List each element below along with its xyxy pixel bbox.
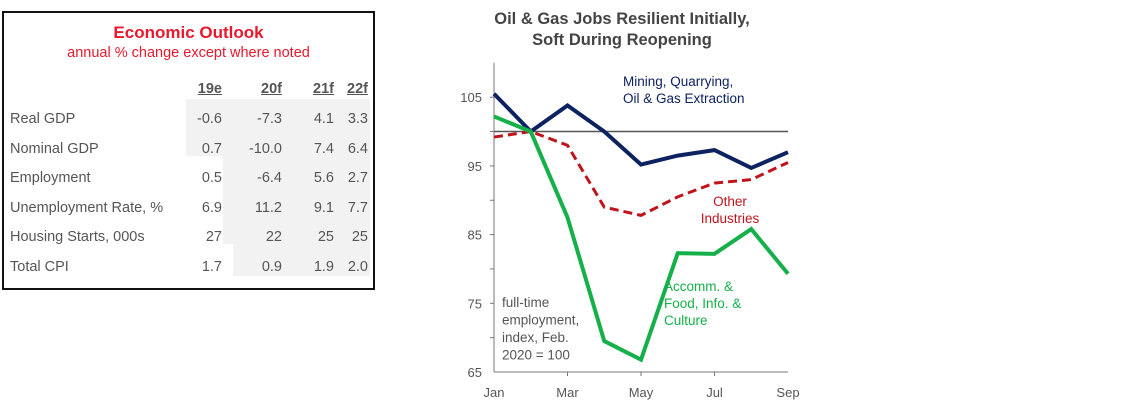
y-tick-label: 105	[460, 90, 482, 105]
column-header: 21f	[313, 81, 334, 97]
series-label: Other	[713, 194, 747, 209]
table-cell: 6.4	[347, 140, 368, 157]
table-cell: 7.4	[313, 140, 334, 157]
x-tick-label: Sep	[776, 385, 799, 400]
table-cell: 25	[317, 229, 334, 245]
series-label: Oil & Gas Extraction	[623, 91, 745, 106]
table-cell: -6.4	[257, 170, 282, 186]
row-label: Real GDP	[10, 111, 76, 127]
table-cell: 1.9	[313, 258, 334, 275]
annotation-text: full-time	[502, 295, 549, 310]
column-header: 20f	[261, 81, 282, 97]
table-cell: 3.3	[347, 111, 368, 127]
y-tick-label: 75	[468, 296, 482, 311]
x-tick-label: May	[629, 385, 654, 400]
table-subtitle: annual % change except where noted	[67, 45, 310, 61]
chart-subtitle: Soft During Reopening	[532, 31, 712, 49]
y-tick-label: 85	[468, 228, 482, 243]
table-cell: 11.2	[254, 199, 282, 216]
table-cell: -10.0	[248, 140, 282, 157]
table-cell: 22	[265, 229, 282, 245]
table-cell: 2.0	[347, 258, 368, 275]
table-cell: 0.9	[261, 258, 282, 275]
series-line-0	[492, 92, 789, 171]
table-cell: 27	[205, 229, 222, 245]
row-label: Unemployment Rate, %	[10, 199, 164, 216]
annotation-text: employment,	[502, 313, 579, 328]
table-cell: -0.6	[197, 111, 222, 127]
series-line-2	[493, 114, 790, 363]
table-cell: 5.6	[313, 170, 334, 186]
y-tick-label: 65	[468, 365, 482, 380]
x-tick-label: Mar	[556, 385, 579, 400]
column-header: 22f	[347, 81, 368, 97]
series-label: Industries	[701, 211, 760, 226]
table-cell: 4.1	[313, 111, 334, 127]
annotation-text: index, Feb.	[502, 330, 569, 345]
series-line-1	[493, 130, 789, 217]
table-cell: 0.5	[201, 170, 222, 186]
table-cell: -7.3	[257, 111, 282, 127]
row-label: Nominal GDP	[10, 140, 99, 157]
series-label: Mining, Quarrying,	[623, 74, 733, 89]
annotation-text: 2020 = 100	[502, 348, 570, 363]
row-label: Housing Starts, 000s	[10, 229, 145, 245]
series-label: Culture	[664, 313, 708, 328]
table-cell: 1.7	[201, 258, 222, 275]
series-label: Food, Info. &	[664, 296, 741, 311]
row-label: Total CPI	[10, 258, 69, 275]
table-cell: 0.7	[201, 140, 222, 157]
series-label: Accomm. &	[664, 279, 733, 294]
table-cell: 2.7	[347, 170, 368, 186]
chart-title: Oil & Gas Jobs Resilient Initially,	[494, 10, 750, 28]
table-cell: 7.7	[347, 199, 368, 216]
oil-gas-jobs-chart: Oil & Gas Jobs Resilient Initially, Soft…	[460, 10, 799, 400]
x-tick-label: Jul	[706, 385, 723, 400]
column-header: 19e	[197, 81, 222, 97]
x-tick-label: Jan	[484, 385, 505, 400]
y-tick-label: 95	[468, 159, 482, 174]
table-cell: 6.9	[201, 199, 222, 216]
row-label: Employment	[10, 170, 91, 186]
table-cell: 9.1	[313, 199, 334, 216]
table-cell: 25	[351, 229, 368, 245]
table-title: Economic Outlook	[113, 23, 264, 42]
economic-outlook-table: Economic Outlook annual % change except …	[2, 11, 375, 290]
